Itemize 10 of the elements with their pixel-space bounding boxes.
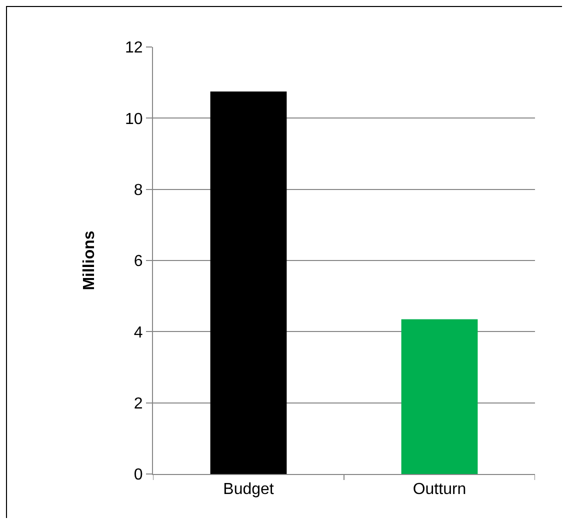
x-tick-label: Budget (223, 481, 274, 498)
y-tick-label: 10 (125, 110, 143, 128)
y-tick-label: 0 (134, 466, 143, 484)
y-axis-title: Millions (80, 230, 98, 290)
x-tick-label: Outturn (412, 481, 466, 498)
y-tick-label: 8 (134, 182, 143, 199)
y-tick-label: 6 (134, 253, 143, 270)
y-tick-label: 2 (134, 395, 143, 412)
y-tick-label: 12 (125, 40, 143, 57)
y-tick-label: 4 (134, 324, 143, 342)
